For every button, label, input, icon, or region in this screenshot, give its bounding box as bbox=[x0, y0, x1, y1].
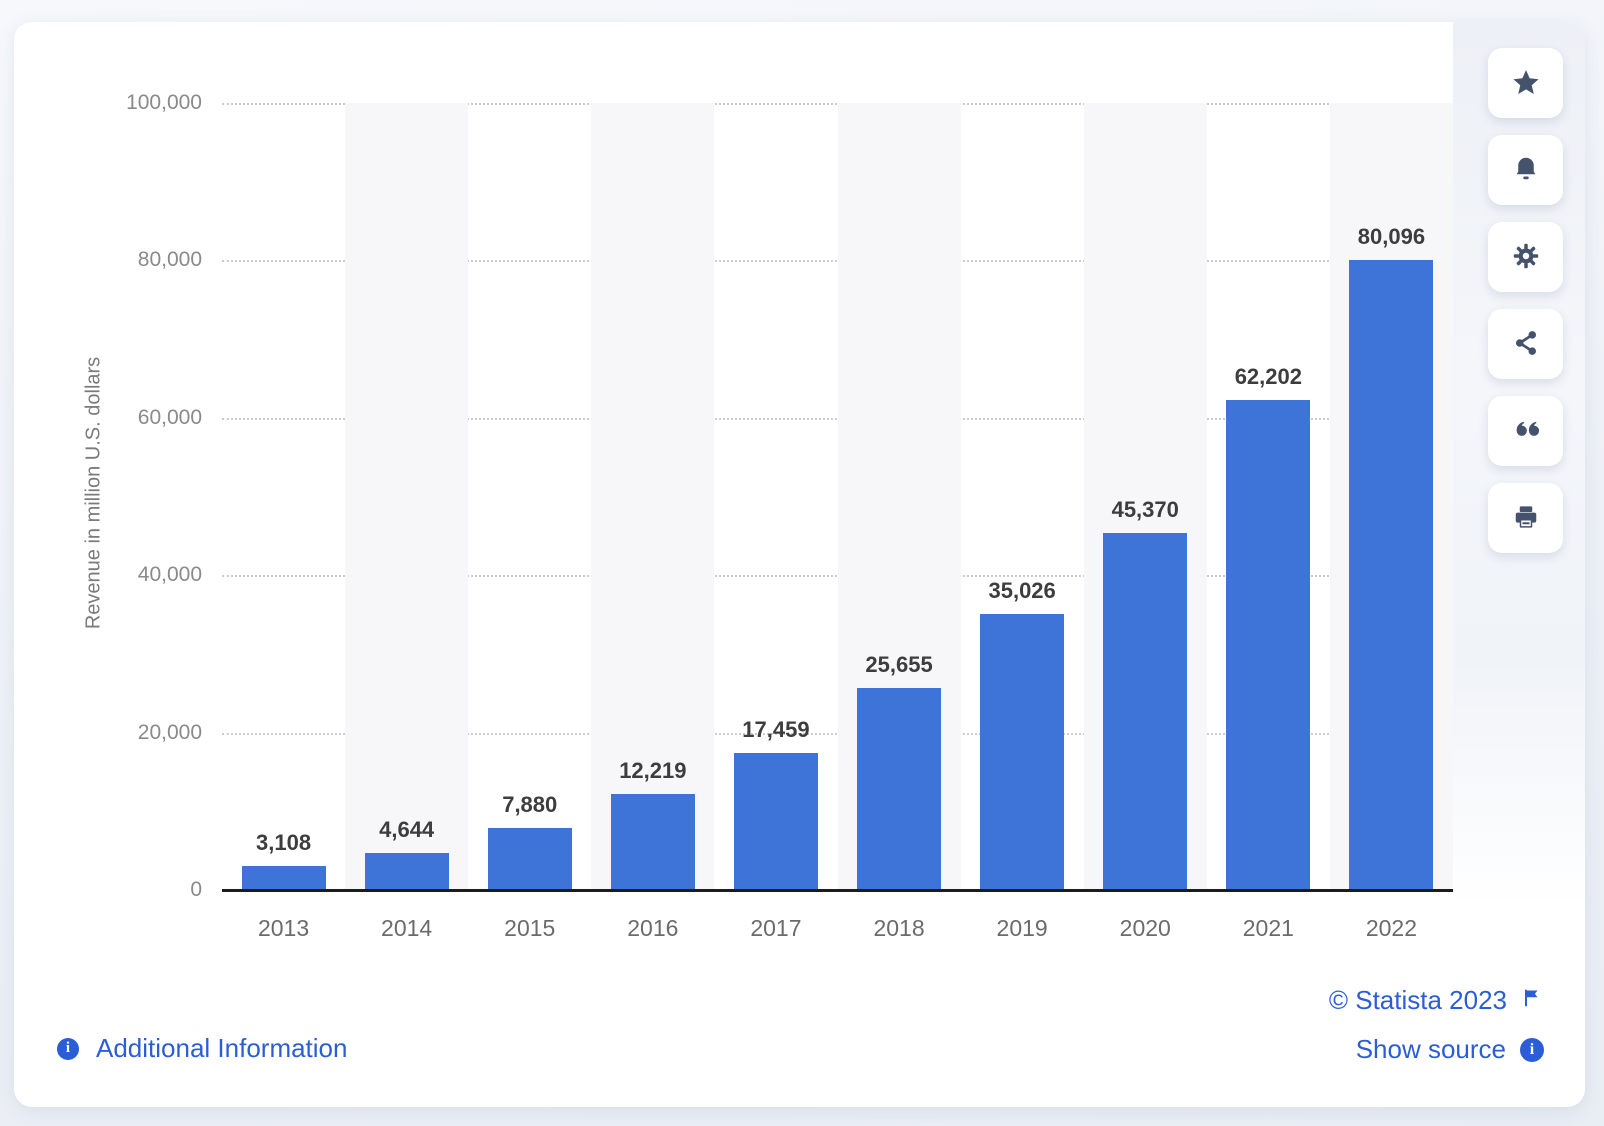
info-icon: i bbox=[57, 1037, 79, 1060]
bar-2019[interactable] bbox=[980, 614, 1065, 890]
chart-column: 35,026 2019 bbox=[961, 103, 1084, 941]
x-tick-label: 2019 bbox=[996, 915, 1048, 941]
bar-2013[interactable] bbox=[241, 865, 326, 890]
y-tick-label: 80,000 bbox=[137, 248, 202, 272]
y-tick-label: 20,000 bbox=[137, 720, 202, 744]
chart-card: Revenue in million U.S. dollars 0 20,000 4… bbox=[14, 22, 1585, 1107]
chart-column: 25,655 2018 bbox=[837, 103, 961, 941]
value-label: 25,655 bbox=[865, 652, 933, 678]
show-source-label[interactable]: Show source bbox=[1355, 1034, 1506, 1064]
additional-information-label[interactable]: Additional Information bbox=[96, 1033, 348, 1063]
x-axis-line bbox=[222, 889, 1453, 892]
value-label: 62,202 bbox=[1234, 364, 1302, 390]
alert-button[interactable] bbox=[1488, 135, 1563, 205]
bar-2021[interactable] bbox=[1226, 400, 1311, 890]
y-tick-label: 0 bbox=[190, 878, 202, 901]
additional-information-link[interactable]: i Additional Information bbox=[57, 1033, 347, 1064]
settings-button[interactable] bbox=[1488, 222, 1563, 292]
bar-2022[interactable] bbox=[1349, 259, 1434, 890]
chart-column: 80,096 2022 bbox=[1329, 103, 1453, 941]
print-button[interactable] bbox=[1488, 483, 1563, 553]
chart-column: 4,644 2014 bbox=[345, 103, 469, 941]
chart-column: 17,459 2017 bbox=[714, 103, 837, 941]
x-tick-label: 2021 bbox=[1242, 915, 1294, 941]
bar-2016[interactable] bbox=[610, 793, 695, 890]
chart-column: 12,219 2016 bbox=[591, 103, 715, 941]
x-tick-label: 2017 bbox=[750, 915, 802, 941]
copyright-label[interactable]: © Statista 2023 bbox=[1328, 985, 1507, 1015]
x-tick-label: 2013 bbox=[257, 915, 310, 941]
cite-button[interactable] bbox=[1488, 396, 1563, 466]
chart-column: 3,108 2013 bbox=[222, 103, 345, 941]
y-tick-label: 60,000 bbox=[137, 405, 202, 429]
y-tick-label: 100,000 bbox=[126, 91, 202, 114]
gear-icon bbox=[1511, 241, 1541, 274]
value-label: 3,108 bbox=[256, 829, 312, 855]
x-tick-label: 2016 bbox=[627, 915, 679, 941]
chart-column: 45,370 2020 bbox=[1083, 103, 1207, 941]
x-tick-label: 2020 bbox=[1119, 915, 1171, 941]
y-tick-label: 40,000 bbox=[137, 563, 202, 587]
x-tick-label: 2022 bbox=[1365, 915, 1418, 941]
share-icon bbox=[1511, 328, 1541, 361]
bell-icon bbox=[1511, 154, 1541, 187]
star-icon bbox=[1511, 67, 1541, 100]
show-source-link[interactable]: Show source i bbox=[1356, 1034, 1544, 1065]
plot-area: 3,108 2013 4,644 2014 7,880 2015 12,219 2016 17,… bbox=[222, 103, 1453, 941]
value-label: 12,219 bbox=[619, 757, 687, 783]
print-icon bbox=[1511, 502, 1541, 535]
info-icon: i bbox=[1520, 1037, 1544, 1062]
value-label: 7,880 bbox=[502, 792, 558, 817]
x-tick-label: 2018 bbox=[873, 915, 925, 941]
value-label: 4,644 bbox=[379, 817, 435, 843]
value-label: 17,459 bbox=[742, 716, 810, 742]
chart-column: 62,202 2021 bbox=[1207, 103, 1330, 941]
value-label: 35,026 bbox=[988, 578, 1056, 604]
bar-2017[interactable] bbox=[733, 752, 818, 890]
bar-2015[interactable] bbox=[487, 828, 572, 890]
value-label: 45,370 bbox=[1111, 496, 1179, 522]
x-tick-label: 2014 bbox=[381, 915, 433, 941]
bar-2018[interactable] bbox=[857, 688, 942, 890]
value-label: 80,096 bbox=[1357, 223, 1426, 249]
chart-column: 7,880 2015 bbox=[468, 103, 591, 941]
share-button[interactable] bbox=[1488, 309, 1563, 379]
quote-icon bbox=[1511, 415, 1541, 448]
flag-icon bbox=[1520, 986, 1544, 1015]
bar-2020[interactable] bbox=[1103, 532, 1188, 890]
favorite-button[interactable] bbox=[1488, 48, 1563, 118]
bar-2014[interactable] bbox=[364, 853, 449, 890]
statista-credit[interactable]: © Statista 2023 bbox=[1329, 985, 1544, 1016]
y-axis-ticks: 0 20,000 40,000 60,000 80,000 100,000 bbox=[14, 91, 202, 901]
x-tick-label: 2015 bbox=[504, 915, 556, 941]
